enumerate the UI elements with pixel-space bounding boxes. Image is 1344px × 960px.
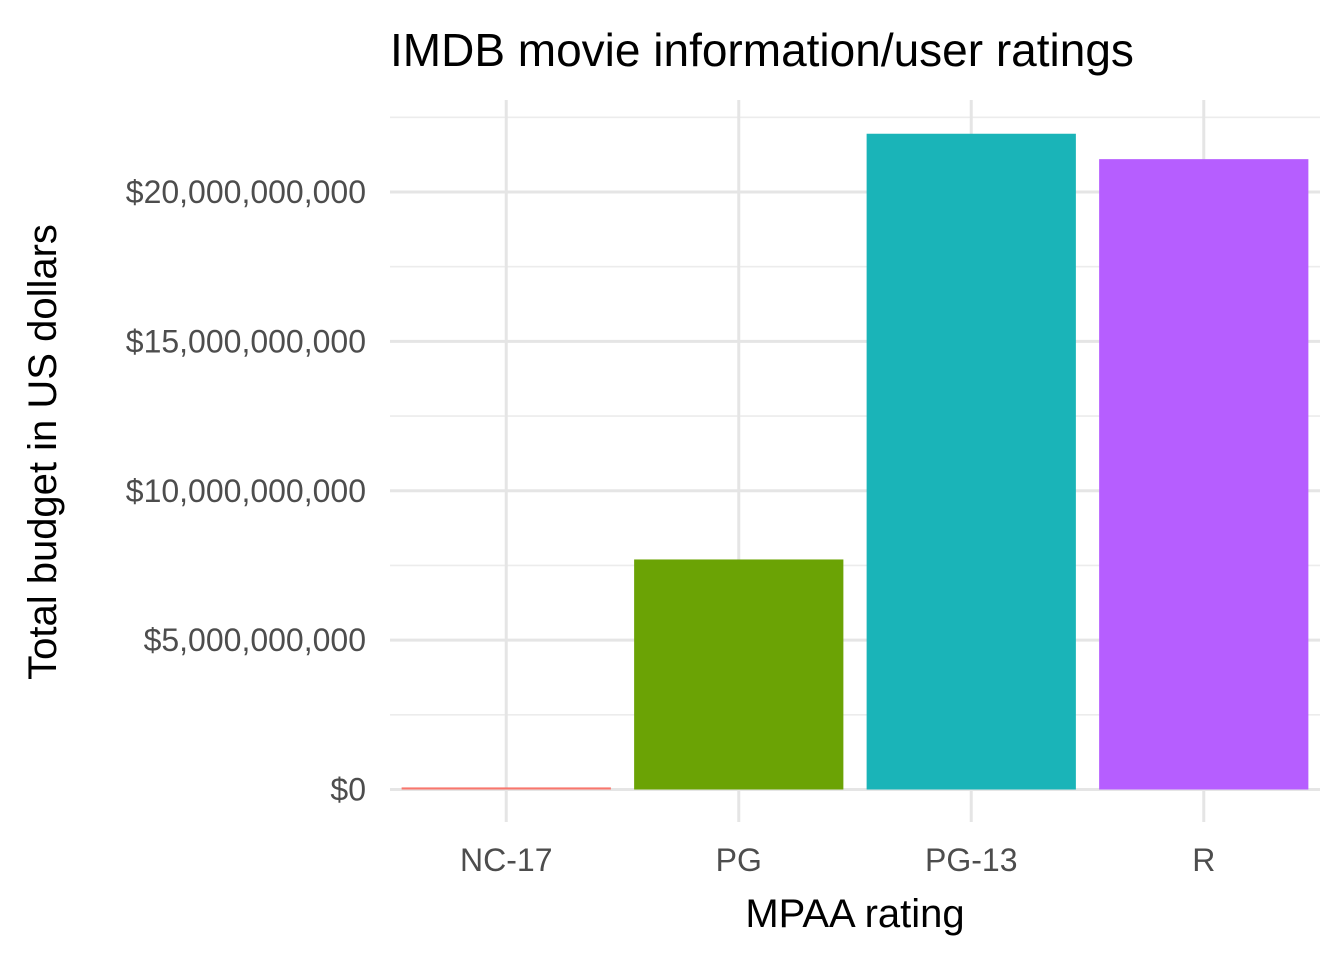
x-tick-label: R — [1192, 842, 1215, 878]
x-tick-label: NC-17 — [460, 842, 552, 878]
bars — [401, 133, 1309, 790]
y-tick-label: $5,000,000,000 — [144, 622, 366, 658]
bar-pg-13 — [866, 133, 1076, 790]
y-tick-label: $15,000,000,000 — [126, 323, 366, 359]
y-tick-label: $20,000,000,000 — [126, 174, 366, 210]
bar-nc-17 — [401, 787, 611, 790]
bar-pg — [634, 559, 844, 790]
x-tick-label: PG-13 — [925, 842, 1017, 878]
chart-title: IMDB movie information/user ratings — [390, 24, 1134, 76]
x-axis-ticks: NC-17 PG PG-13 R — [460, 842, 1215, 878]
y-tick-label: $0 — [330, 772, 366, 808]
y-axis-ticks: $0 $5,000,000,000 $10,000,000,000 $15,000,0… — [126, 174, 366, 808]
x-tick-label: PG — [716, 842, 762, 878]
bar-r — [1099, 159, 1309, 790]
y-axis-title: Total budget in US dollars — [21, 224, 65, 680]
y-tick-label: $10,000,000,000 — [126, 473, 366, 509]
x-axis-title: MPAA rating — [745, 892, 964, 936]
